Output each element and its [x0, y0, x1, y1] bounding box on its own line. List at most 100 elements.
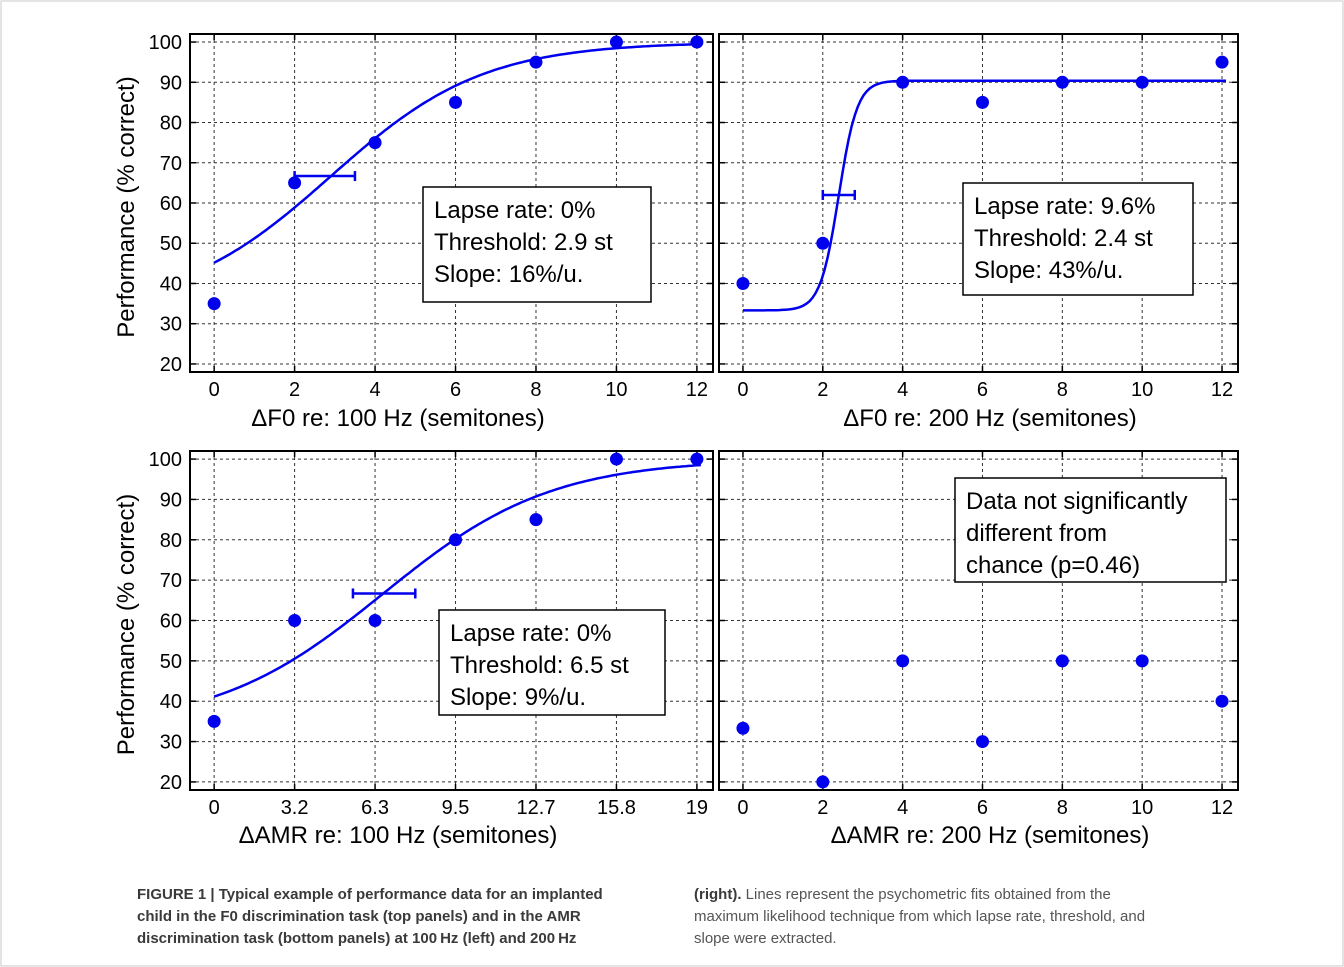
data-point [368, 136, 382, 150]
data-point [1215, 55, 1229, 69]
y-axis-label: Performance (% correct) [113, 494, 140, 755]
data-point [529, 513, 543, 527]
data-point [288, 176, 302, 190]
data-point [609, 452, 623, 466]
annotation-text: Threshold: 6.5 st [450, 652, 629, 679]
y-tick-label: 90 [160, 489, 182, 511]
data-point [896, 654, 910, 668]
caption-right-line-1: maximum likelihood technique from which … [694, 908, 1146, 925]
caption-left: FIGURE 1 | Typical example of performanc… [137, 884, 657, 950]
x-tick-label: 0 [737, 379, 748, 401]
x-tick-label: 19 [686, 797, 708, 819]
caption-figure-label: FIGURE 1 | Typical example of performanc… [137, 886, 603, 903]
y-tick-label: 60 [160, 193, 182, 215]
x-tick-label: 10 [1131, 797, 1153, 819]
y-tick-label: 50 [160, 233, 182, 255]
annotation-box [962, 182, 1194, 296]
x-axis-label: ΔF0 re: 200 Hz (semitones) [843, 405, 1136, 432]
data-point [288, 614, 302, 627]
data-point [207, 297, 221, 311]
annotation-text: Threshold: 2.4 st [974, 225, 1153, 252]
annotation-text: Lapse rate: 0% [450, 620, 611, 647]
x-tick-label: 8 [1057, 797, 1068, 819]
y-tick-label: 80 [160, 530, 182, 552]
y-tick-label: 70 [160, 153, 182, 175]
annotation-text: Lapse rate: 9.6% [974, 193, 1155, 220]
x-tick-label: 0 [209, 797, 220, 819]
caption-right: (right). Lines represent the psychometri… [694, 884, 1294, 950]
data-point [1135, 654, 1149, 668]
data-point [207, 714, 221, 728]
x-tick-label: 2 [817, 797, 828, 819]
x-tick-label: 6.3 [361, 797, 389, 819]
annotation-text: Slope: 9%/u. [450, 684, 586, 711]
annotation-box [422, 186, 652, 303]
x-axis-label: ΔF0 re: 100 Hz (semitones) [251, 405, 544, 432]
data-point [368, 614, 382, 627]
y-tick-label: 20 [160, 354, 182, 376]
data-point [609, 35, 623, 49]
x-tick-label: 4 [897, 379, 908, 401]
x-tick-label: 8 [1057, 379, 1068, 401]
x-tick-label: 6 [977, 379, 988, 401]
x-tick-label: 4 [369, 379, 380, 401]
x-axis-label: ΔAMR re: 100 Hz (semitones) [239, 822, 558, 849]
annotation-box [954, 477, 1227, 583]
y-tick-label: 20 [160, 772, 182, 794]
annotation-text: chance (p=0.46) [966, 552, 1140, 579]
y-tick-label: 80 [160, 113, 182, 135]
y-tick-label: 60 [160, 611, 182, 633]
x-tick-label: 2 [817, 379, 828, 401]
y-tick-label: 100 [149, 32, 182, 54]
data-point [690, 35, 704, 49]
x-tick-label: 4 [897, 797, 908, 819]
x-tick-label: 2 [289, 379, 300, 401]
y-tick-label: 70 [160, 570, 182, 592]
data-point [736, 721, 750, 735]
data-point [690, 452, 704, 466]
caption-right-first: Lines represent the psychometric fits ob… [741, 886, 1111, 903]
x-tick-label: 0 [737, 797, 748, 819]
data-point [449, 95, 463, 109]
caption-right-line-2: slope were extracted. [694, 930, 837, 947]
data-point [816, 236, 830, 250]
data-point [1055, 75, 1069, 89]
x-tick-label: 10 [1131, 379, 1153, 401]
x-tick-label: 12.7 [517, 797, 556, 819]
y-tick-label: 40 [160, 273, 182, 295]
y-tick-label: 90 [160, 72, 182, 94]
annotation-text: different from [966, 520, 1107, 547]
data-point [975, 735, 989, 749]
x-tick-label: 3.2 [281, 797, 309, 819]
x-tick-label: 12 [686, 379, 708, 401]
panel-top-left: 100 90 80 70 60 50 40 30 20 0 2 4 6 8 10 12 ΔF0 re: 100 … [113, 32, 714, 432]
annotation-text: Data not significantly [966, 488, 1187, 515]
caption-right-bold: (right). [694, 886, 742, 903]
x-tick-label: 12 [1211, 379, 1233, 401]
data-point [1055, 654, 1069, 668]
data-point [896, 75, 910, 89]
caption-left-line-1: child in the F0 discrimination task (top… [137, 908, 581, 925]
x-tick-label: 8 [530, 379, 541, 401]
data-point [1215, 694, 1229, 708]
x-tick-label: 6 [450, 379, 461, 401]
x-tick-label: 0 [209, 379, 220, 401]
x-tick-label: 15.8 [597, 797, 636, 819]
x-tick-label: 10 [605, 379, 627, 401]
y-tick-label: 30 [160, 732, 182, 754]
panel-bottom-left: 100 90 80 70 60 50 40 30 20 0 3.2 6.3 9.5 12.7 15.8 19 Δ… [113, 449, 714, 849]
data-point [1135, 75, 1149, 89]
annotation-text: Lapse rate: 0% [434, 197, 595, 224]
caption-left-line-2: discrimination task (bottom panels) at 1… [137, 930, 577, 947]
x-tick-label: 9.5 [442, 797, 470, 819]
y-tick-label: 30 [160, 314, 182, 336]
y-tick-label: 40 [160, 691, 182, 713]
annotation-box [438, 609, 666, 716]
x-axis-label: ΔAMR re: 200 Hz (semitones) [831, 822, 1150, 849]
annotation-text: Threshold: 2.9 st [434, 229, 613, 256]
data-point [736, 276, 750, 290]
y-axis-label: Performance (% correct) [113, 76, 140, 337]
